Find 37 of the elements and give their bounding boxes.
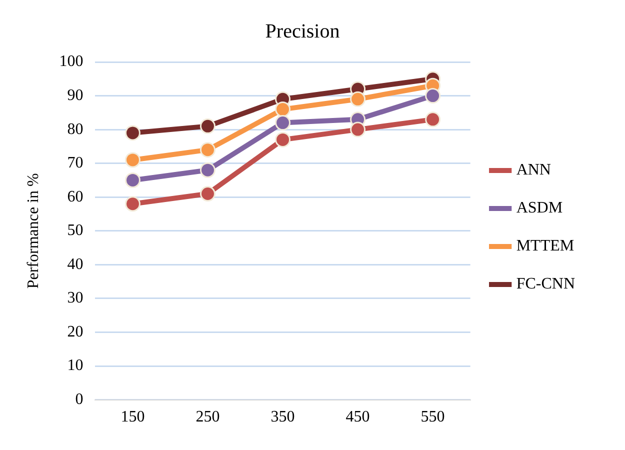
point: [200, 186, 216, 202]
legend-label: FC-CNN: [516, 276, 576, 293]
chart-title: Precision: [265, 20, 340, 42]
x-tick-label: 150: [120, 408, 145, 426]
y-tick-label: 0: [75, 391, 84, 408]
point: [350, 122, 366, 138]
x-tick-label: 550: [420, 408, 445, 426]
x-tick-label: 350: [270, 408, 295, 426]
point: [275, 132, 291, 148]
point: [425, 112, 441, 128]
y-axis-title: Performance in %: [24, 173, 42, 289]
point: [124, 152, 140, 168]
y-tick-label: 30: [67, 290, 84, 307]
x-tick-label: 250: [196, 408, 220, 426]
y-tick-label: 90: [67, 86, 84, 104]
point: [350, 91, 366, 107]
y-tick-label: 80: [67, 120, 84, 138]
y-tick-label: 70: [67, 154, 84, 172]
legend-label: ANN: [516, 162, 552, 179]
y-tick-label: 50: [67, 222, 84, 240]
y-tick-label: 10: [67, 357, 84, 374]
y-tick-label: 100: [59, 53, 84, 70]
y-tick-label: 40: [67, 256, 84, 273]
point: [124, 125, 140, 141]
point: [275, 115, 291, 131]
point: [275, 102, 291, 118]
legend-label: MTTEM: [516, 238, 574, 255]
y-tick-label: 60: [67, 188, 84, 206]
point: [124, 172, 140, 188]
point: [124, 196, 140, 212]
x-tick-label: 450: [346, 408, 370, 426]
y-tick-label: 20: [67, 323, 84, 340]
legend-label: ASDM: [516, 200, 563, 217]
point: [200, 118, 216, 134]
point: [425, 88, 441, 104]
point: [200, 162, 216, 178]
point: [200, 142, 216, 158]
